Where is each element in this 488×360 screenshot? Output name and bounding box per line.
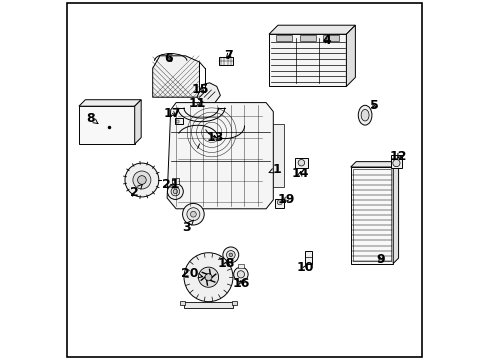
Text: 4: 4 [322,34,331,47]
Text: 17: 17 [163,107,181,120]
Text: 12: 12 [389,150,407,163]
Ellipse shape [358,105,371,125]
Polygon shape [268,25,355,34]
Bar [171,178,179,184]
Text: 20: 20 [181,267,202,280]
Bar [322,35,339,41]
Text: 18: 18 [217,257,235,270]
Bar [183,302,232,308]
Bar [232,301,237,305]
Text: 2: 2 [130,184,142,199]
Text: 13: 13 [206,131,223,144]
Ellipse shape [361,109,368,121]
Bar [176,120,179,123]
Bar [179,301,184,305]
Circle shape [133,171,151,189]
Polygon shape [134,100,141,144]
Circle shape [228,253,232,257]
Circle shape [198,267,218,287]
Circle shape [392,159,399,167]
Circle shape [298,159,304,166]
Polygon shape [346,25,355,86]
Circle shape [277,200,282,205]
Bar [352,169,390,261]
Text: 6: 6 [164,52,173,65]
Polygon shape [197,83,220,104]
Circle shape [125,163,159,197]
Circle shape [237,271,244,278]
Circle shape [190,211,196,217]
Circle shape [233,267,247,282]
Bar [268,34,346,86]
Circle shape [186,208,200,221]
Bar [238,264,244,268]
Bar [305,251,311,264]
Bar [299,35,315,41]
Circle shape [183,253,232,302]
Circle shape [137,176,146,184]
Text: 5: 5 [370,99,378,112]
Polygon shape [392,162,398,264]
Text: 21: 21 [162,178,179,191]
Text: 3: 3 [182,220,193,234]
Text: 14: 14 [291,167,308,180]
Bar [294,158,307,168]
Circle shape [223,247,238,263]
Polygon shape [350,162,398,167]
Bar [175,118,183,124]
Text: 11: 11 [188,97,205,110]
Text: 9: 9 [375,253,384,266]
Polygon shape [152,56,199,97]
Circle shape [173,189,177,194]
Bar [276,35,292,41]
Bar [273,124,284,187]
Polygon shape [79,100,141,106]
Polygon shape [167,103,273,209]
Text: 16: 16 [232,277,249,290]
Bar [275,199,284,208]
Bar [350,167,392,264]
Circle shape [226,251,235,259]
Text: 19: 19 [277,193,294,206]
Circle shape [171,187,179,196]
Text: 10: 10 [296,261,314,274]
Bar [219,57,232,65]
Text: 1: 1 [268,163,281,176]
Bar [390,155,401,168]
Circle shape [182,203,204,225]
Circle shape [204,274,212,281]
Text: 7: 7 [224,49,232,62]
Text: 15: 15 [191,83,209,96]
Bar [79,106,134,144]
Circle shape [167,184,183,199]
Text: 8: 8 [86,112,98,125]
